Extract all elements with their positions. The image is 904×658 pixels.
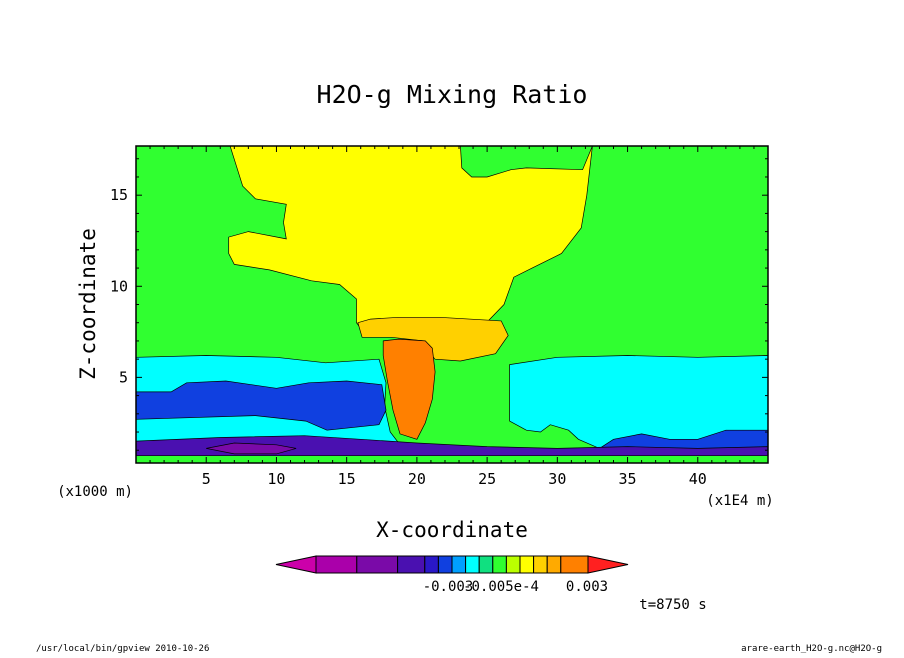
contour-region-9 <box>206 442 297 455</box>
colorbar-swatch-4 <box>437 555 453 574</box>
colorbar-min-arrow <box>275 555 317 574</box>
contour-region-5 <box>509 355 768 449</box>
colorbar-swatch-6 <box>465 555 480 574</box>
colorbar <box>275 555 629 574</box>
contour-region-3 <box>382 338 436 440</box>
colorbar-swatch-10 <box>519 555 535 574</box>
colorbar-swatch-3 <box>424 555 439 574</box>
colorbar-swatch-11 <box>533 555 548 574</box>
x-tick-label-2: 15 <box>338 470 356 488</box>
contour-region-8 <box>136 435 768 457</box>
y-tick-label-0: 5 <box>119 368 128 386</box>
x-tick-label-0: 5 <box>202 470 211 488</box>
colorbar-swatch-12 <box>546 555 562 574</box>
x-tick-label-3: 20 <box>408 470 426 488</box>
x-units-left: (x1000 m) <box>57 484 133 500</box>
colorbar-max-arrow <box>587 555 629 574</box>
x-tick-label-1: 10 <box>267 470 285 488</box>
contour-region-7 <box>598 429 768 449</box>
chart-title: H2O-g Mixing Ratio <box>317 80 588 109</box>
footer-left: /usr/local/bin/gpview 2010-10-26 <box>36 644 209 654</box>
colorbar-swatch-9 <box>505 555 521 574</box>
x-tick-label-7: 40 <box>689 470 707 488</box>
colorbar-label-mid: -0.005e-4 <box>463 579 539 595</box>
footer-right: arare-earth_H2O-g.nc@H2O-g <box>741 644 882 654</box>
colorbar-swatch-8 <box>492 555 507 574</box>
x-units-right: (x1E4 m) <box>706 493 773 509</box>
colorbar-swatch-1 <box>356 555 399 574</box>
x-tick-label-6: 35 <box>619 470 637 488</box>
y-axis-label: Z-coordinate <box>76 228 100 380</box>
x-axis-label: X-coordinate <box>376 518 528 542</box>
time-label: t=8750 s <box>639 597 706 613</box>
x-tick-label-4: 25 <box>478 470 496 488</box>
contour-region-6 <box>136 380 387 431</box>
colorbar-swatch-0 <box>315 555 358 574</box>
colorbar-label-min: -0.003 <box>423 579 474 595</box>
colorbar-swatch-2 <box>397 555 426 574</box>
contour-region-2 <box>357 316 509 362</box>
colorbar-label-max: 0.003 <box>566 579 608 595</box>
colorbar-swatch-13 <box>560 555 589 574</box>
x-tick-label-5: 30 <box>548 470 566 488</box>
x-axis: 5 10 15 20 25 30 35 40 <box>135 146 769 488</box>
y-axis: 5 10 15 <box>110 158 768 451</box>
colorbar-swatch-5 <box>451 555 467 574</box>
contour-fill <box>136 146 768 463</box>
y-tick-label-2: 15 <box>110 186 128 204</box>
colorbar-swatch-7 <box>478 555 494 574</box>
y-tick-label-1: 10 <box>110 277 128 295</box>
